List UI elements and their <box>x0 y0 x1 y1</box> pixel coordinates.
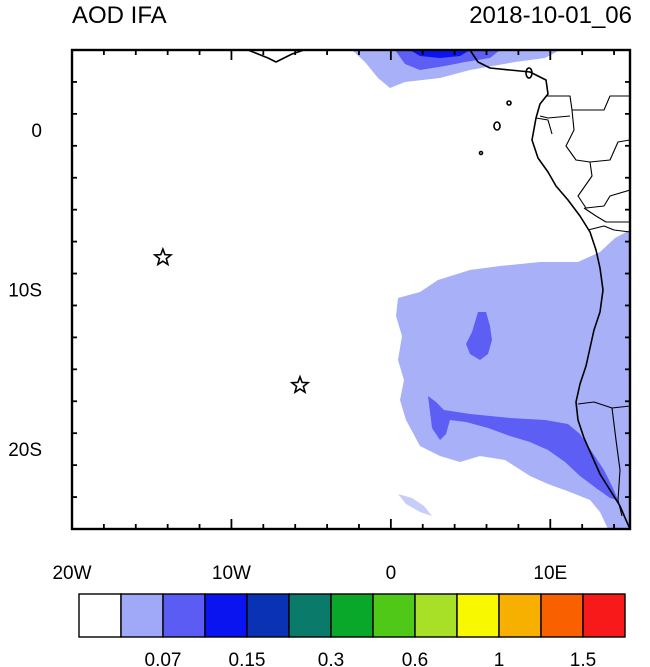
x-tick-label: 10E <box>533 563 567 584</box>
island-annobon <box>478 150 484 156</box>
map-title: AOD IFA <box>72 2 167 29</box>
aod-speckle-south <box>398 494 432 516</box>
colorbar-swatch <box>582 593 626 638</box>
colorbar-swatch <box>498 593 542 638</box>
aod-blob-medium <box>466 312 492 360</box>
colorbar-swatch <box>372 593 416 638</box>
aod-band-medium <box>428 396 618 500</box>
x-tick-label: 10W <box>212 563 251 584</box>
colorbar-swatch <box>246 593 290 638</box>
colorbar-label: 0.6 <box>402 650 428 667</box>
island-sao-tome <box>493 121 501 131</box>
star-marker-south <box>289 374 311 395</box>
colorbar-swatch <box>456 593 500 638</box>
colorbar: 0.07 0.15 0.3 0.6 1 1.5 <box>78 593 626 667</box>
colorbar-swatch <box>162 593 206 638</box>
colorbar-label: 0.3 <box>318 650 344 667</box>
colorbar-swatch <box>330 593 374 638</box>
x-tick-label: 20W <box>52 563 91 584</box>
colorbar-swatch <box>414 593 458 638</box>
colorbar-swatch <box>540 593 584 638</box>
colorbar-swatch <box>78 593 122 638</box>
coastline-west-africa <box>531 117 630 529</box>
map-frame <box>70 48 632 531</box>
y-tick-label: 0 <box>31 121 42 142</box>
site-markers <box>152 246 311 395</box>
colorbar-label: 1 <box>494 650 505 667</box>
y-tick-label: 10S <box>8 281 42 302</box>
colorbar-swatch <box>120 593 164 638</box>
coastline-nigeria-cameroon <box>469 50 549 119</box>
axis-ticks <box>71 49 630 530</box>
colorbar-label: 1.5 <box>570 650 596 667</box>
star-marker-north <box>152 246 174 267</box>
axis-tick-labels: 20W 10W 0 10E 0 10S 20S <box>8 121 567 584</box>
y-tick-label: 20S <box>8 440 42 461</box>
x-tick-label: 0 <box>386 563 397 584</box>
colorbar-label: 0.07 <box>145 650 182 667</box>
colorbar-swatch <box>204 593 248 638</box>
colorbar-label: 0.15 <box>229 650 266 667</box>
coastlines <box>247 50 630 529</box>
aod-shading <box>352 50 630 529</box>
colorbar-swatch <box>288 593 332 638</box>
map-date: 2018-10-01_06 <box>469 2 632 29</box>
island-principe <box>506 100 512 106</box>
country-borders <box>535 95 630 517</box>
island-bioko <box>525 67 533 79</box>
